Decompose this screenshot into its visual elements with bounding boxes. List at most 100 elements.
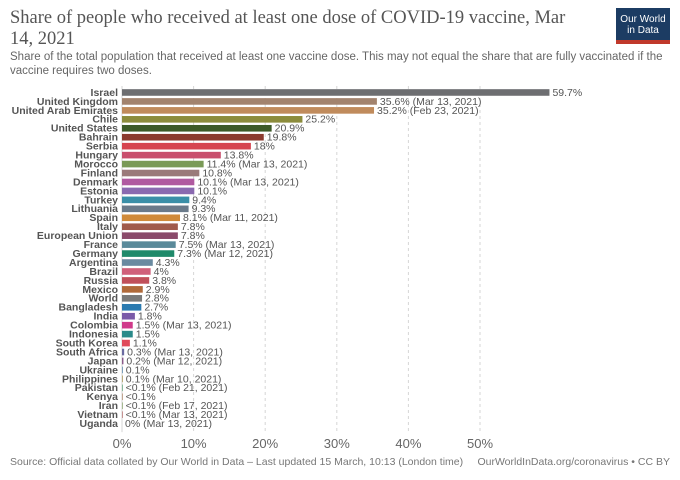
category-label: United States xyxy=(51,123,118,135)
chart-title: Share of people who received at least on… xyxy=(10,8,566,49)
data-label: 10.1% (Mar 13, 2021) xyxy=(197,176,299,188)
chart-subtitle: Share of the total population that recei… xyxy=(10,51,663,77)
bar[interactable] xyxy=(122,303,142,311)
bar[interactable] xyxy=(122,169,200,177)
data-label: 2.7% xyxy=(144,302,168,314)
bar[interactable] xyxy=(122,187,195,195)
category-label: Japan xyxy=(88,355,118,367)
bar[interactable] xyxy=(122,160,204,168)
category-label: Indonesia xyxy=(69,329,118,341)
bar[interactable] xyxy=(122,286,143,293)
data-label: 7.3% (Mar 12, 2021) xyxy=(177,248,273,260)
bar[interactable] xyxy=(122,375,123,383)
bar[interactable] xyxy=(122,259,153,266)
category-label: Argentina xyxy=(69,257,118,269)
bar[interactable] xyxy=(122,98,377,105)
bar[interactable] xyxy=(122,124,272,132)
data-label: 2.9% xyxy=(146,284,170,296)
category-label: World xyxy=(88,293,118,305)
x-tick-label: 30% xyxy=(324,436,350,451)
category-label: Serbia xyxy=(86,141,118,153)
bar[interactable] xyxy=(122,151,221,159)
data-label: 2.8% xyxy=(145,293,169,305)
category-label: Turkey xyxy=(84,194,118,206)
owid-logo[interactable]: Our World in Data xyxy=(616,8,670,44)
bar[interactable] xyxy=(122,250,175,257)
x-tick-label: 10% xyxy=(181,436,207,451)
data-label: 35.2% (Feb 23, 2021) xyxy=(377,105,479,117)
category-label: Italy xyxy=(97,221,118,233)
bar[interactable] xyxy=(122,411,123,418)
category-label: Denmark xyxy=(73,176,118,188)
bar[interactable] xyxy=(122,339,130,347)
data-label: 0.1% (Mar 10, 2021) xyxy=(126,373,222,385)
bar[interactable] xyxy=(122,393,123,401)
bar[interactable] xyxy=(122,268,151,275)
logo-line-2: in Data xyxy=(627,25,659,36)
category-label: Vietnam xyxy=(77,409,118,421)
bar[interactable] xyxy=(122,223,178,231)
bar[interactable] xyxy=(122,277,150,284)
category-label: United Kingdom xyxy=(37,96,118,108)
x-tick-label: 50% xyxy=(467,436,493,451)
category-label: Spain xyxy=(89,212,118,224)
bar[interactable] xyxy=(122,178,195,186)
bar[interactable] xyxy=(122,312,135,320)
bar[interactable] xyxy=(122,232,178,239)
data-label: 1.5% (Mar 13, 2021) xyxy=(136,320,232,332)
category-label: India xyxy=(93,311,118,323)
category-label: Hungary xyxy=(75,150,118,162)
bar[interactable] xyxy=(122,142,251,150)
data-label: <0.1% xyxy=(126,391,156,403)
data-label: <0.1% (Feb 21, 2021) xyxy=(126,382,228,394)
data-label: <0.1% (Mar 13, 2021) xyxy=(126,409,228,421)
category-label: Chile xyxy=(92,114,118,126)
data-label: 19.8% xyxy=(267,132,297,144)
category-label: United Arab Emirates xyxy=(12,105,119,117)
bar[interactable] xyxy=(122,295,143,302)
data-label: 9.4% xyxy=(192,194,216,206)
bar[interactable] xyxy=(122,133,264,141)
data-label: 7.8% xyxy=(181,230,205,242)
data-label: 0.3% (Mar 13, 2021) xyxy=(127,346,223,358)
bar[interactable] xyxy=(122,214,180,222)
data-label: 4% xyxy=(154,266,169,278)
source-url[interactable]: OurWorldInData.org/coronavirus • CC BY xyxy=(477,456,670,468)
category-label: Lithuania xyxy=(71,203,118,215)
bar[interactable] xyxy=(122,196,190,204)
category-label: Philippines xyxy=(62,373,118,385)
data-label: 11.4% (Mar 13, 2021) xyxy=(207,158,308,170)
category-label: Brazil xyxy=(89,266,118,278)
bar[interactable] xyxy=(122,348,125,356)
bar[interactable] xyxy=(122,357,124,365)
category-label: Iran xyxy=(99,400,118,412)
data-label: 7.8% xyxy=(181,221,205,233)
data-label: 9.3% xyxy=(192,203,216,215)
data-label: 1.1% xyxy=(133,337,157,349)
bar[interactable] xyxy=(122,241,176,248)
bar[interactable] xyxy=(122,116,303,123)
category-label: France xyxy=(84,239,119,251)
data-label: 13.8% xyxy=(224,150,254,162)
bar[interactable] xyxy=(122,330,133,338)
category-label: Bangladesh xyxy=(58,302,118,314)
bar[interactable] xyxy=(122,107,375,114)
bar[interactable] xyxy=(122,89,550,96)
x-tick-label: 40% xyxy=(395,436,421,451)
bar[interactable] xyxy=(122,205,189,213)
category-label: Israel xyxy=(91,87,119,99)
data-label: 10.8% xyxy=(202,167,232,179)
data-label: 4.3% xyxy=(156,257,180,269)
bar[interactable] xyxy=(122,384,123,392)
data-label: 0.1% xyxy=(126,364,150,376)
category-label: Bahrain xyxy=(79,132,118,144)
category-label: Uganda xyxy=(79,418,118,430)
x-tick-label: 20% xyxy=(252,436,278,451)
data-label: 10.1% xyxy=(197,185,227,197)
bar[interactable] xyxy=(122,321,133,329)
data-label: 1.5% xyxy=(136,329,160,341)
bar[interactable] xyxy=(122,366,123,374)
bar[interactable] xyxy=(122,402,123,410)
category-label: European Union xyxy=(37,230,118,242)
